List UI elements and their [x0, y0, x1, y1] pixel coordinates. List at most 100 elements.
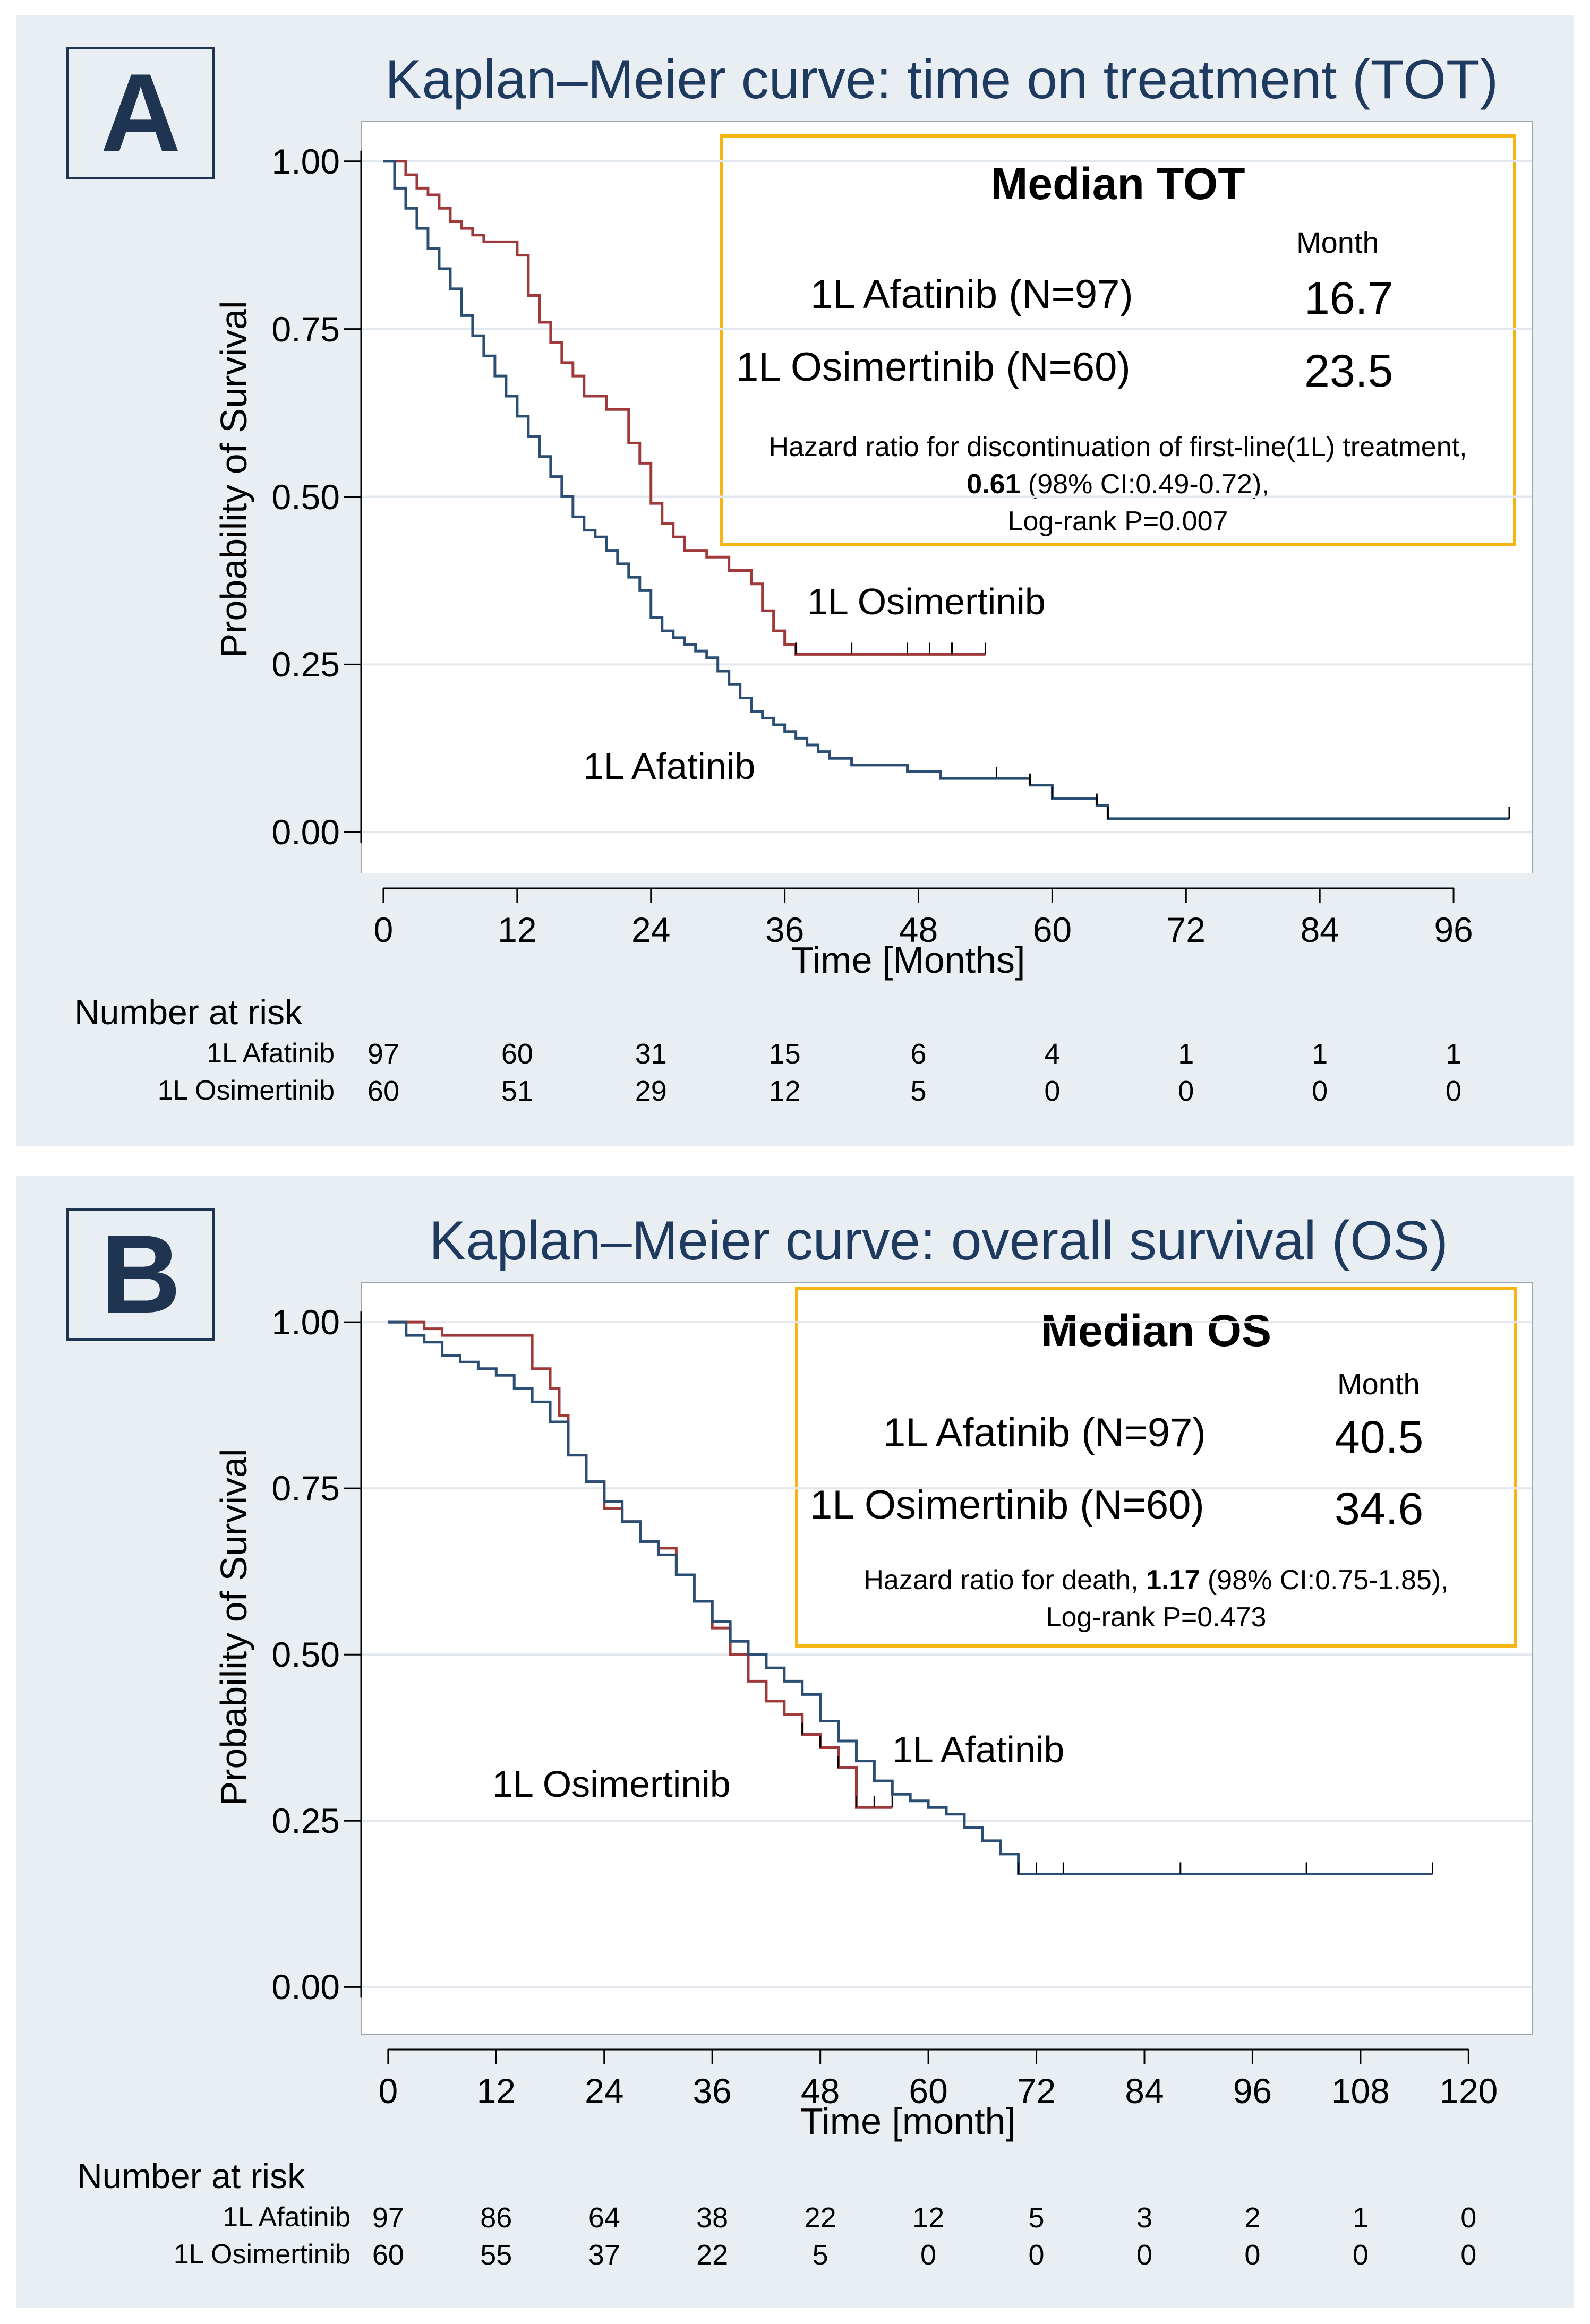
risk-row-label-osimertinib: 1L Osimertinib	[157, 1075, 335, 1106]
chart-title: Kaplan–Meier curve: time on treatment (T…	[385, 49, 1499, 110]
risk-value-afatinib: 1	[1178, 1038, 1194, 1070]
km-curves	[344, 1311, 1532, 2064]
risk-value-osimertinib: 0	[1312, 1075, 1328, 1107]
legend-row-osimertinib: 1L Osimertinib (N=60)	[810, 1482, 1204, 1528]
km-curve-osimertinib	[383, 160, 986, 656]
curve-label-osimertinib: 1L Osimertinib	[807, 581, 1046, 622]
x-tick-label: 24	[631, 910, 671, 949]
legend-title: Median TOT	[990, 159, 1245, 209]
legend-row-osimertinib: 1L Osimertinib (N=60)	[736, 345, 1131, 390]
x-tick-label: 60	[909, 2071, 948, 2111]
legend-note: Hazard ratio for discontinuation of firs…	[723, 428, 1513, 541]
legend-value-osimertinib: 34.6	[1335, 1483, 1424, 1534]
risk-value-osimertinib: 12	[768, 1075, 801, 1107]
x-tick-label: 36	[693, 2071, 732, 2111]
y-tick-label: 0.00	[271, 1967, 340, 2007]
y-tick-label: 0.25	[271, 645, 340, 684]
risk-value-afatinib: 15	[768, 1038, 801, 1070]
risk-row-label-afatinib: 1L Afatinib	[223, 2202, 351, 2233]
legend-ci: (98% CI:0.49-0.72),	[1020, 469, 1269, 500]
risk-value-afatinib: 1	[1446, 1038, 1462, 1070]
median-legend-box: Median OS Month 1L Afatinib (N=97) 40.5 …	[795, 1287, 1517, 1648]
legend-hr: 0.61	[967, 469, 1021, 500]
x-tick-label: 0	[373, 910, 394, 949]
risk-value-osimertinib: 60	[367, 1075, 399, 1107]
legend-value-afatinib: 40.5	[1335, 1412, 1424, 1463]
risk-value-osimertinib: 51	[501, 1075, 533, 1107]
risk-value-osimertinib: 22	[696, 2239, 729, 2271]
x-tick-label: 48	[800, 2071, 840, 2111]
risk-row-label-osimertinib: 1L Osimertinib	[173, 2239, 351, 2270]
panel-letter: B	[66, 1208, 215, 1341]
chart-title: Kaplan–Meier curve: overall survival (OS…	[429, 1210, 1448, 1272]
curve-label-osimertinib: 1L Osimertinib	[492, 1763, 731, 1805]
risk-value-afatinib: 22	[804, 2202, 836, 2234]
risk-value-osimertinib: 0	[1178, 1075, 1194, 1107]
risk-value-afatinib: 4	[1044, 1038, 1061, 1070]
risk-value-osimertinib: 0	[1352, 2239, 1369, 2271]
x-tick-label: 72	[1166, 910, 1206, 949]
risk-table-title: Number at risk	[77, 2156, 305, 2196]
x-tick-label: 0	[378, 2071, 398, 2111]
risk-value-afatinib: 86	[480, 2202, 512, 2234]
y-tick-label: 0.50	[271, 1635, 340, 1675]
y-tick-label: 1.00	[271, 1302, 340, 1342]
risk-value-afatinib: 38	[696, 2202, 729, 2234]
y-tick-label: 0.75	[271, 309, 340, 349]
x-tick-label: 12	[476, 2071, 516, 2111]
risk-value-osimertinib: 5	[812, 2239, 828, 2271]
km-curve-afatinib	[388, 1320, 1433, 1875]
y-tick-label: 0.25	[271, 1801, 340, 1841]
km-curve-osimertinib	[388, 1320, 893, 1809]
x-tick-label: 60	[1032, 910, 1072, 949]
risk-value-afatinib: 97	[372, 2202, 404, 2234]
x-axis-label: Time [month]	[800, 2100, 1016, 2142]
risk-value-osimertinib: 0	[1446, 1075, 1462, 1107]
risk-value-osimertinib: 0	[1244, 2239, 1261, 2271]
km-curve-afatinib	[383, 160, 1510, 820]
risk-value-osimertinib: 0	[920, 2239, 937, 2271]
x-tick-label: 96	[1434, 910, 1473, 949]
y-tick-label: 0.75	[271, 1469, 340, 1508]
legend-column-header: Month	[1337, 1367, 1420, 1401]
curve-label-afatinib: 1L Afatinib	[892, 1729, 1065, 1770]
risk-value-osimertinib: 55	[480, 2239, 512, 2271]
risk-value-afatinib: 2	[1244, 2202, 1261, 2234]
risk-value-osimertinib: 0	[1136, 2239, 1152, 2271]
legend-note-prefix: Hazard ratio for death,	[864, 1565, 1147, 1596]
risk-value-afatinib: 1	[1312, 1038, 1328, 1070]
risk-value-osimertinib: 29	[635, 1075, 667, 1107]
panel-b: B Kaplan–Meier curve: overall survival (…	[16, 1176, 1574, 2308]
y-tick-label: 0.00	[271, 812, 340, 852]
x-tick-label: 108	[1331, 2071, 1390, 2111]
x-tick-label: 84	[1300, 910, 1339, 949]
x-tick-label: 24	[585, 2071, 624, 2111]
risk-value-osimertinib: 60	[372, 2239, 404, 2271]
legend-value-afatinib: 16.7	[1304, 273, 1394, 324]
y-tick-label: 1.00	[271, 141, 340, 181]
km-curves	[344, 150, 1532, 903]
risk-value-afatinib: 5	[1028, 2202, 1045, 2234]
risk-value-afatinib: 64	[588, 2202, 620, 2234]
x-tick-label: 84	[1125, 2071, 1164, 2111]
x-axis-label: Time [Months]	[791, 939, 1025, 981]
y-tick-label: 0.50	[271, 477, 340, 517]
x-tick-label: 36	[765, 910, 805, 949]
legend-row-afatinib: 1L Afatinib (N=97)	[883, 1410, 1206, 1455]
legend-note-line1: Hazard ratio for death, 1.17 (98% CI:0.7…	[798, 1562, 1514, 1599]
legend-column-header: Month	[1296, 226, 1379, 259]
median-legend-box: Median TOT Month 1L Afatinib (N=97) 16.7…	[720, 134, 1516, 546]
panel-a: A Kaplan–Meier curve: time on treatment …	[16, 15, 1574, 1146]
curve-label-afatinib: 1L Afatinib	[583, 745, 756, 787]
legend-note-line3: Log-rank P=0.007	[1007, 506, 1228, 537]
risk-value-osimertinib: 5	[910, 1075, 927, 1107]
legend-ci: (98% CI:0.75-1.85),	[1200, 1565, 1449, 1596]
risk-value-afatinib: 0	[1460, 2202, 1477, 2234]
risk-value-afatinib: 6	[910, 1038, 927, 1070]
legend-value-osimertinib: 23.5	[1304, 346, 1394, 397]
risk-value-osimertinib: 0	[1028, 2239, 1045, 2271]
legend-note-line2: 0.61 (98% CI:0.49-0.72),	[723, 466, 1513, 503]
x-tick-label: 96	[1233, 2071, 1272, 2111]
x-tick-label: 12	[498, 910, 537, 949]
x-tick-label: 48	[899, 910, 938, 949]
